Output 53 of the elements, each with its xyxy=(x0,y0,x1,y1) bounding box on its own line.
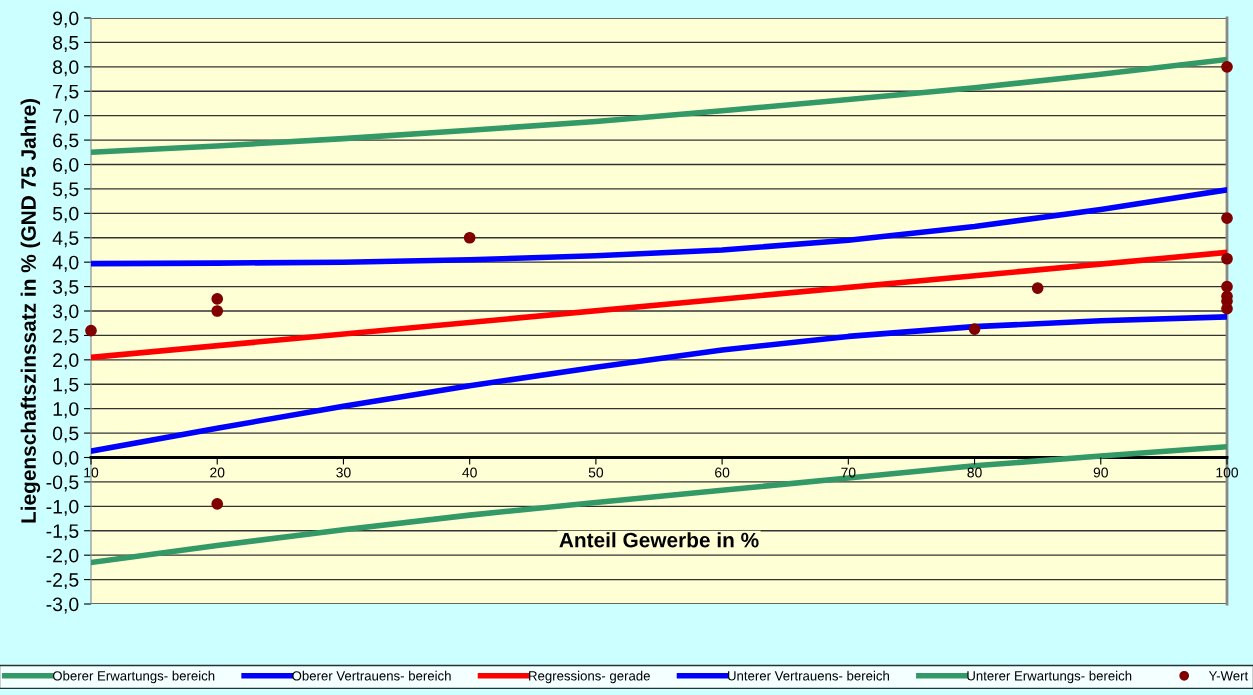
y-tick-label: -2,5 xyxy=(46,573,79,590)
y-tick-label: -1,0 xyxy=(46,499,79,516)
x-tick-label: 40 xyxy=(462,467,477,478)
y-tick-label: -1,5 xyxy=(46,524,79,541)
point xyxy=(85,324,97,337)
y-tick-label: 1,0 xyxy=(53,402,79,419)
y-tick-label: 3,5 xyxy=(52,280,79,297)
y-tick-label: 4,5 xyxy=(52,231,79,248)
x-tick-label: 10 xyxy=(84,467,99,478)
x-tick-label: 20 xyxy=(210,467,225,478)
point xyxy=(1221,252,1233,265)
y-tick-label: 6,5 xyxy=(53,133,79,150)
y-tick-label: 8,0 xyxy=(53,60,79,77)
point xyxy=(1221,280,1233,293)
y-tick-label: 1,5 xyxy=(53,377,79,394)
y-tick-label: 7,5 xyxy=(53,84,79,101)
y-tick-label: 9,0 xyxy=(53,11,79,28)
point xyxy=(968,323,981,335)
point xyxy=(211,498,224,510)
y-tick-label: 8,5 xyxy=(53,35,79,52)
legend-label: Oberer Erwartungs- bereich xyxy=(52,670,215,684)
y-tick-label: 4,0 xyxy=(52,255,79,272)
y-tick-label: 7,0 xyxy=(53,109,79,126)
y-tick-label: -0,5 xyxy=(46,475,79,492)
legend-label: Unterer Vertrauens- bereich xyxy=(728,670,889,681)
legend-label: Oberer Vertrauens- bereich xyxy=(292,670,451,681)
point xyxy=(211,305,224,317)
y-tick-label: 5,5 xyxy=(52,182,79,199)
legend-label: Y-Wert xyxy=(1208,671,1249,681)
point xyxy=(463,231,476,244)
x-tick-label: 30 xyxy=(336,467,351,478)
y-tick-label: 2,5 xyxy=(53,328,79,345)
x-tick-label: 80 xyxy=(967,467,982,478)
point xyxy=(211,292,224,305)
y-tick-label: -3,0 xyxy=(46,597,79,614)
x-tick-label: 100 xyxy=(1216,467,1239,478)
y-axis-title: Liegenschaftszinssatz in % (GND 75 Jahre) xyxy=(20,99,41,523)
y-tick-label: 0,5 xyxy=(52,426,79,443)
x-tick-label: 50 xyxy=(588,467,604,478)
point xyxy=(1031,282,1044,294)
point xyxy=(1221,60,1233,73)
legend-label: Regressions- gerade xyxy=(529,670,650,684)
y-tick-label: 6,0 xyxy=(53,157,79,175)
x-tick-label: 60 xyxy=(715,467,730,478)
point xyxy=(1221,212,1233,225)
y-tick-label: 2,0 xyxy=(53,353,79,370)
y-tick-label: 3,0 xyxy=(52,304,79,321)
legend-label: Unterer Erwartungs- bereich xyxy=(967,670,1132,684)
y-tick-label: -2,0 xyxy=(46,548,79,565)
y-tick-label: 5,0 xyxy=(52,206,79,223)
y-tick-label: 0,0 xyxy=(52,450,79,468)
x-axis-title: Anteil Gewerbe in % xyxy=(559,532,759,548)
x-tick-label: 90 xyxy=(1093,467,1108,478)
